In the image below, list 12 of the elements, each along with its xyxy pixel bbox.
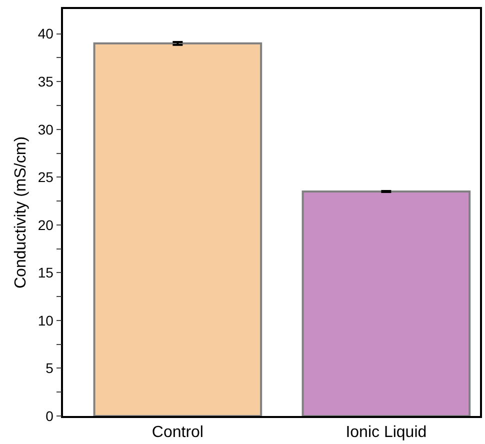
y-axis-title: Conductivity (mS/cm) <box>12 136 30 289</box>
x-tick-label: Control <box>152 424 204 441</box>
y-tick-label: 35 <box>38 74 54 90</box>
y-tick-label: 30 <box>38 121 54 138</box>
y-tick-label: 40 <box>38 26 54 42</box>
y-tick-label: 15 <box>38 264 54 281</box>
y-tick-label: 5 <box>46 360 54 376</box>
y-tick-label: 20 <box>38 216 54 233</box>
x-tick-label: Ionic Liquid <box>346 424 427 441</box>
y-tick-label: 25 <box>38 169 54 186</box>
y-tick-label: 0 <box>46 408 54 424</box>
y-tick-label: 10 <box>38 312 54 328</box>
